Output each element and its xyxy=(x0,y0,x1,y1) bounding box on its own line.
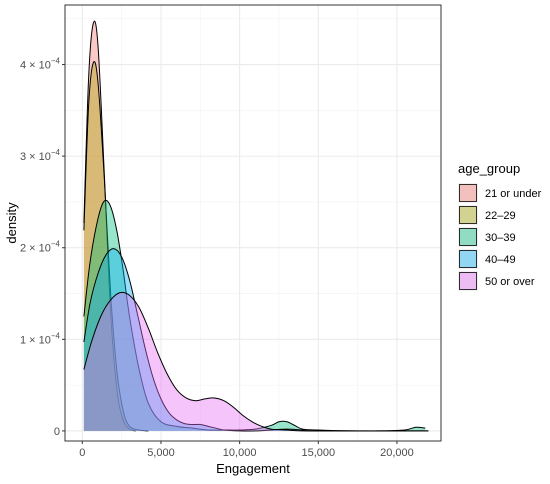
legend-swatch xyxy=(459,184,477,202)
legend-key xyxy=(458,183,478,203)
density-series-40-49 xyxy=(83,248,429,432)
density-outline xyxy=(83,291,429,432)
legend-label: 40–49 xyxy=(485,254,516,266)
density-area xyxy=(83,61,149,431)
legend: age_group 21 or under 22–29 30–39 40–49 50 o… xyxy=(458,161,542,291)
x-axis-title: Engagement xyxy=(216,461,290,476)
legend-label: 21 or under xyxy=(485,188,542,200)
density-outline xyxy=(83,248,429,432)
density-area xyxy=(83,292,429,431)
legend-swatch xyxy=(459,272,477,290)
density-series-50-or-over xyxy=(83,291,429,432)
legend-title: age_group xyxy=(458,161,520,176)
x-tick-label: 15,000 xyxy=(301,447,335,459)
y-tick-label: 1 × 10−4 xyxy=(20,331,61,346)
legend-key xyxy=(458,271,478,291)
y-tick-label: 2 × 10−4 xyxy=(20,240,61,255)
y-tick-label-exponent: −4 xyxy=(51,148,61,157)
density-areas xyxy=(83,20,429,432)
y-tick-label: 0 xyxy=(54,426,60,438)
density-area xyxy=(83,21,136,431)
y-tick-label-base: 3 × 10 xyxy=(20,151,51,163)
legend-swatch xyxy=(459,228,477,246)
y-tick-label-base: 1 × 10 xyxy=(20,334,51,346)
x-tick-label: 0 xyxy=(79,447,85,459)
x-tick-label: 5,000 xyxy=(147,447,175,459)
legend-item-21-or-under: 21 or under xyxy=(458,183,542,203)
x-tick-label: 10,000 xyxy=(223,447,257,459)
legend-key xyxy=(458,205,478,225)
density-area xyxy=(83,248,429,432)
legend-label: 22–29 xyxy=(485,210,516,222)
legend-label: 50 or over xyxy=(485,276,535,288)
y-tick-label-exponent: −4 xyxy=(51,57,61,66)
y-tick-label: 3 × 10−4 xyxy=(20,148,61,163)
y-axis-ticks: 01 × 10−42 × 10−43 × 10−44 × 10−4 xyxy=(20,57,65,438)
y-tick-label-exponent: −4 xyxy=(51,331,61,340)
density-area xyxy=(83,200,426,432)
y-tick-label-base: 2 × 10 xyxy=(20,243,51,255)
legend-item-50-or-over: 50 or over xyxy=(458,271,535,291)
legend-item-30-39: 30–39 xyxy=(458,227,516,247)
legend-label: 30–39 xyxy=(485,232,516,244)
legend-key xyxy=(458,227,478,247)
density-outline xyxy=(83,61,149,432)
plot-border xyxy=(64,4,442,442)
y-tick-label-base: 4 × 10 xyxy=(20,60,51,72)
plot-panel xyxy=(65,5,441,441)
density-series-22-29 xyxy=(83,61,149,432)
y-tick-label-exponent: −4 xyxy=(51,240,61,249)
x-tick-label: 20,000 xyxy=(380,447,414,459)
x-axis-ticks: 0 5,000 10,000 15,000 20,000 xyxy=(79,441,414,459)
y-axis-title: density xyxy=(4,202,19,244)
y-tick-label-base: 0 xyxy=(54,426,60,438)
y-tick-label: 4 × 10−4 xyxy=(20,57,61,72)
legend-swatch xyxy=(459,206,477,224)
legend-key xyxy=(458,249,478,269)
legend-swatch xyxy=(459,250,477,268)
legend-item-40-49: 40–49 xyxy=(458,249,516,269)
legend-item-22-29: 22–29 xyxy=(458,205,516,225)
